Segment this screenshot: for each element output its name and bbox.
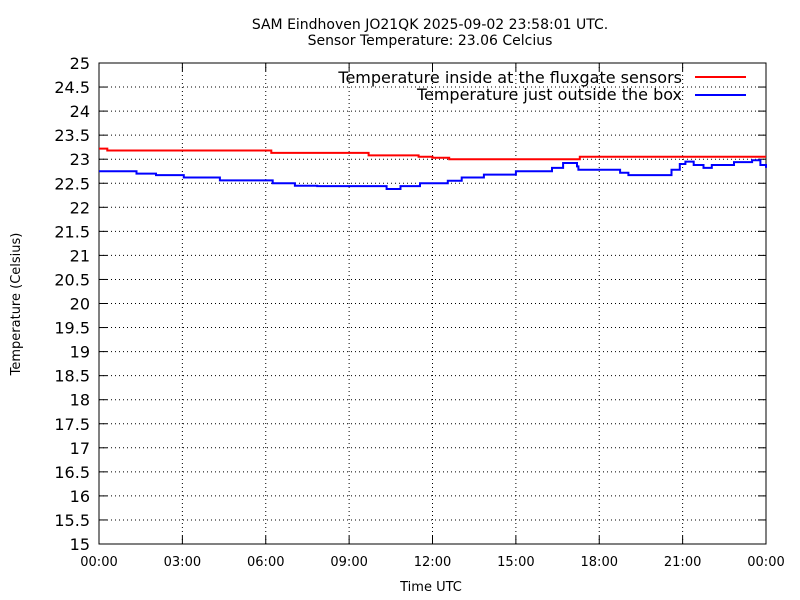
chart-title: SAM Eindhoven JO21QK 2025-09-02 23:58:01…	[252, 17, 608, 33]
y-tick-label: 21.5	[54, 222, 90, 241]
x-tick-label: 03:00	[164, 555, 201, 570]
y-axis-label: Temperature (Celsius)	[9, 233, 24, 377]
y-tick-label: 18.5	[54, 367, 90, 386]
y-tick-label: 15	[70, 535, 90, 554]
y-tick-label: 24.5	[54, 78, 90, 97]
y-tick-label: 18	[70, 391, 90, 410]
x-tick-label: 09:00	[330, 555, 367, 570]
x-tick-label: 12:00	[414, 555, 451, 570]
plot-border	[98, 62, 767, 545]
y-tick-label: 24	[70, 102, 90, 121]
x-tick-label: 18:00	[581, 555, 618, 570]
series-line-outside	[99, 159, 767, 190]
y-tick-label: 25	[70, 54, 90, 73]
y-tick-label: 16	[70, 487, 90, 506]
x-tick-label: 21:00	[664, 555, 701, 570]
y-tick-label: 19	[70, 343, 90, 362]
legend-label-outside: Temperature just outside the box	[416, 85, 682, 104]
y-tick-label: 20	[70, 295, 90, 314]
legend-label-inside: Temperature inside at the fluxgate senso…	[337, 68, 682, 87]
legend: Temperature inside at the fluxgate senso…	[337, 68, 746, 104]
y-tick-label: 23.5	[54, 126, 90, 145]
x-tick-label: 06:00	[247, 555, 284, 570]
y-tick-label: 16.5	[54, 463, 90, 482]
y-tick-label: 22.5	[54, 174, 90, 193]
axes: 15 15.5 16 16.5 17 17.5 18 18.5 19 19.5 20 20.5 21 21…	[54, 54, 784, 570]
x-tick-label: 00:00	[747, 555, 784, 570]
y-tick-label: 23	[70, 150, 90, 169]
y-tick-label: 17.5	[54, 415, 90, 434]
grid-lines	[99, 63, 766, 544]
y-tick-label: 19.5	[54, 319, 90, 338]
chart-subtitle: Sensor Temperature: 23.06 Celcius	[308, 33, 553, 49]
x-tick-label: 00:00	[80, 555, 117, 570]
x-tick-label: 15:00	[497, 555, 534, 570]
x-axis-label: Time UTC	[399, 580, 462, 595]
series-line-inside	[99, 147, 766, 161]
y-tick-label: 20.5	[54, 270, 90, 289]
y-tick-label: 17	[70, 439, 90, 458]
y-tick-label: 22	[70, 198, 90, 217]
y-tick-label: 15.5	[54, 511, 90, 530]
y-tick-label: 21	[70, 246, 90, 265]
series-lines	[99, 147, 767, 190]
